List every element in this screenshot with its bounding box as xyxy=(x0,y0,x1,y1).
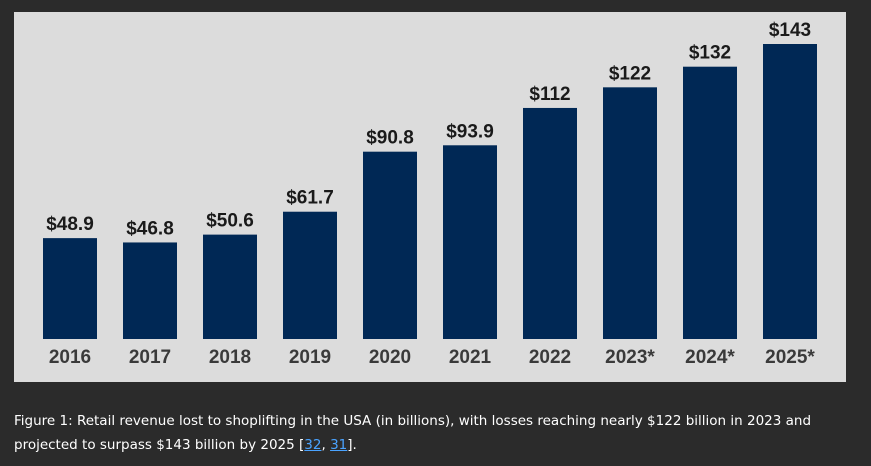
bar-2024 xyxy=(683,66,737,339)
x-tick-label-2023: 2023* xyxy=(605,347,655,368)
data-label-2017: $46.8 xyxy=(126,218,174,239)
x-tick-label-2022: 2022 xyxy=(529,347,571,368)
x-tick-label-2017: 2017 xyxy=(129,347,171,368)
reference-link-32[interactable]: 32 xyxy=(304,437,322,453)
x-tick-label-2016: 2016 xyxy=(49,347,91,368)
caption-suffix: ]. xyxy=(347,437,357,453)
data-label-2025: $143 xyxy=(769,20,811,41)
data-label-2018: $50.6 xyxy=(206,211,254,232)
x-tick-label-2020: 2020 xyxy=(369,347,411,368)
x-tick-label-2021: 2021 xyxy=(449,347,492,368)
bar-2023 xyxy=(603,87,657,339)
bar-2018 xyxy=(203,234,257,339)
data-label-2022: $112 xyxy=(529,84,570,105)
bar-2016 xyxy=(43,238,97,339)
caption-separator: , xyxy=(321,437,331,453)
data-label-2020: $90.8 xyxy=(366,128,414,149)
figure-caption: Figure 1: Retail revenue lost to shoplif… xyxy=(14,409,859,457)
bar-chart: $48.9 2016 $46.8 2017 $50.6 2018 $61.7 2019 $90.… xyxy=(43,20,817,368)
bar-2017 xyxy=(123,242,177,339)
bar-2025 xyxy=(763,44,817,339)
bar-2020 xyxy=(363,151,417,339)
data-label-2021: $93.9 xyxy=(446,121,494,142)
x-tick-label-2024: 2024* xyxy=(685,347,735,368)
bar-2022 xyxy=(523,107,577,339)
data-label-2019: $61.7 xyxy=(286,188,334,209)
x-tick-label-2018: 2018 xyxy=(209,347,251,368)
x-tick-label-2025: 2025* xyxy=(765,347,815,368)
caption-text: Figure 1: Retail revenue lost to shoplif… xyxy=(14,413,812,453)
bar-2021 xyxy=(443,145,497,339)
data-label-2016: $48.9 xyxy=(46,214,94,235)
chart-panel: $48.9 2016 $46.8 2017 $50.6 2018 $61.7 2019 $90.… xyxy=(14,12,846,382)
x-tick-label-2019: 2019 xyxy=(289,347,331,368)
reference-link-31[interactable]: 31 xyxy=(330,437,348,453)
bar-2019 xyxy=(283,211,337,339)
data-label-2023: $122 xyxy=(609,63,651,84)
data-label-2024: $132 xyxy=(689,43,731,64)
